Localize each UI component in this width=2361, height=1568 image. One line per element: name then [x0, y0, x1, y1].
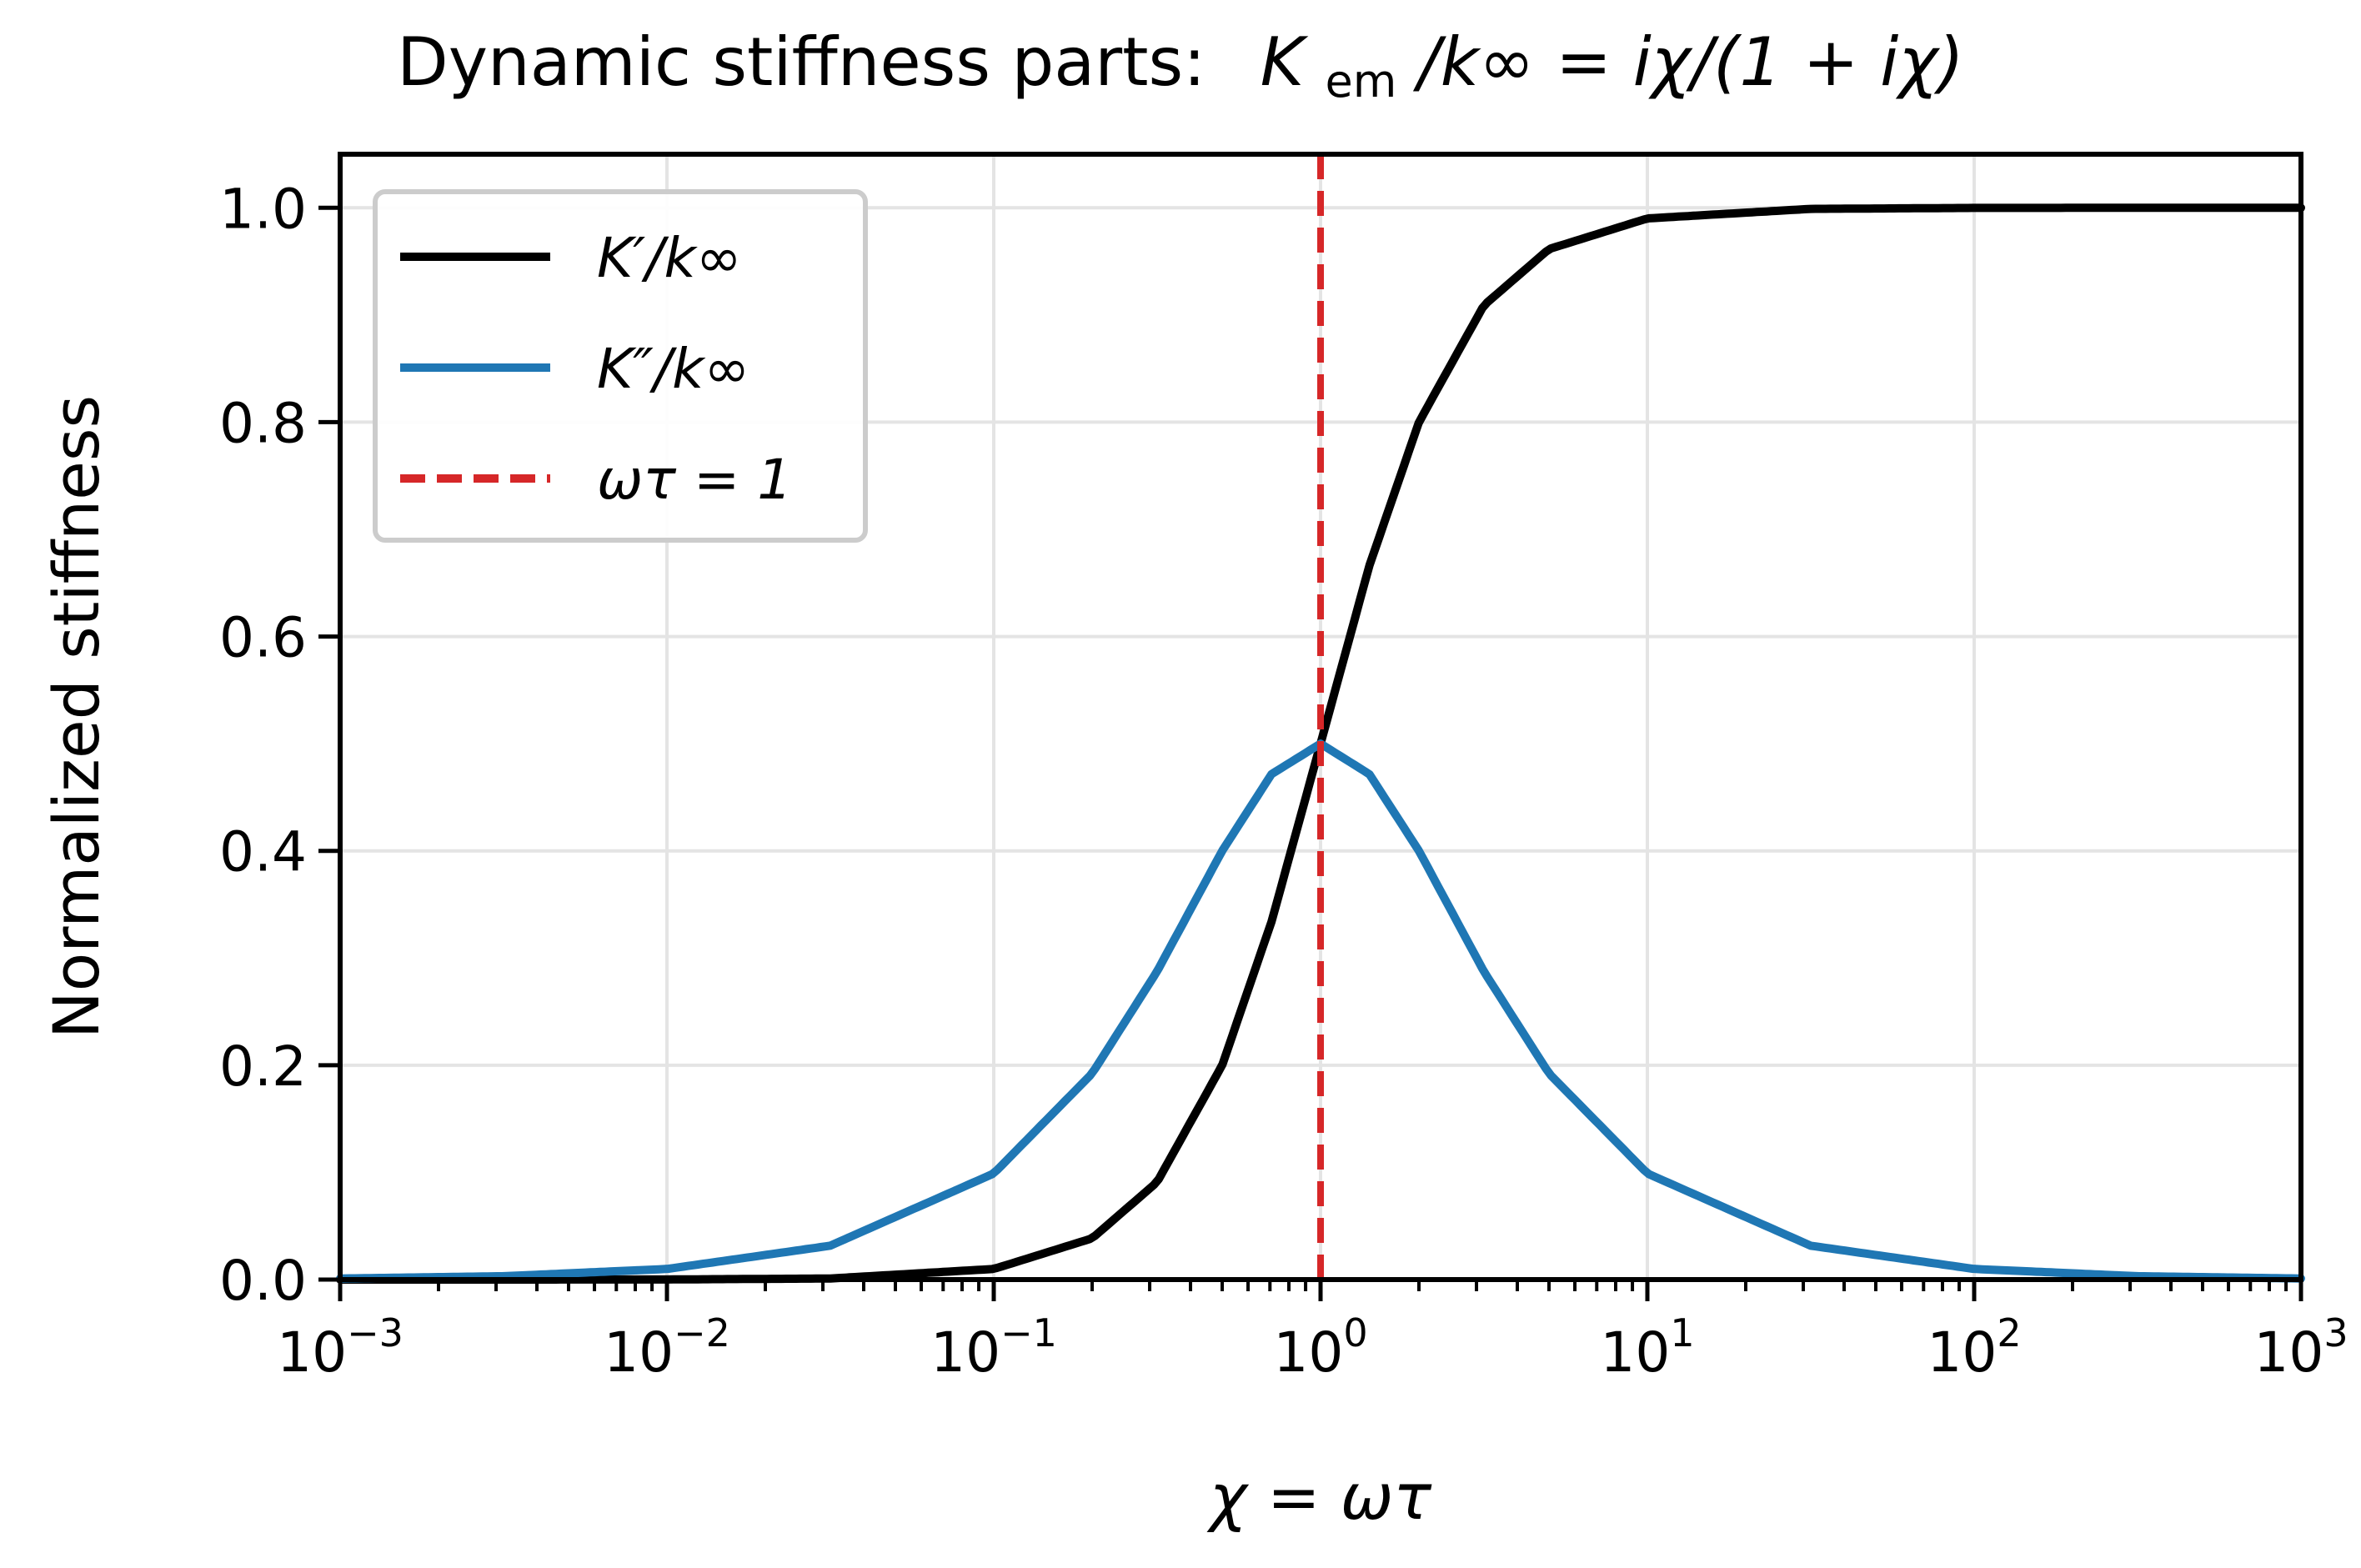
chart-title: Dynamic stiffness parts: K em /k∞ = iχ/(…: [397, 23, 1964, 113]
x-tick-label-3: 100: [1273, 1310, 1367, 1385]
y-tick-label-0: 0.0: [219, 1249, 307, 1313]
x-tick-label-6: 103: [2253, 1310, 2348, 1385]
y-axis-label: Normalized stiffness: [39, 395, 113, 1039]
x-tick-label-4: 101: [1600, 1310, 1694, 1385]
chart-title-formula-k: K: [1261, 23, 1309, 101]
y-tick-label-1: 0.2: [219, 1034, 307, 1099]
x-axis-ticks: 10−3 10−2 10−1 100 101 102 103: [277, 1280, 2348, 1385]
x-axis-label: χ = ωτ: [1206, 1460, 1433, 1534]
legend-label-1: K″/k∞: [597, 337, 749, 401]
x-tick-label-1: 10−2: [604, 1310, 730, 1385]
y-tick-label-5: 1.0: [219, 177, 307, 241]
x-tick-label-0: 10−3: [277, 1310, 404, 1385]
y-tick-label-2: 0.4: [219, 820, 307, 884]
y-tick-label-3: 0.6: [219, 606, 307, 670]
x-tick-label-2: 10−1: [930, 1310, 1057, 1385]
chart-title-formula-sub: em: [1326, 55, 1397, 108]
y-tick-label-4: 0.8: [219, 391, 307, 455]
legend: K′/k∞ K″/k∞ ωτ = 1: [373, 189, 868, 543]
legend-label-2: ωτ = 1: [597, 448, 792, 512]
legend-box: [373, 189, 868, 543]
chart-title-formula-rest: /k∞ = iχ/(1 + iχ): [1413, 23, 1964, 101]
chart-title-prefix: Dynamic stiffness parts:: [397, 23, 1206, 101]
x-tick-label-5: 102: [1927, 1310, 2021, 1385]
y-axis-ticks: 0.0 0.2 0.4 0.6 0.8 1.0: [219, 177, 340, 1313]
legend-label-0: K′/k∞: [597, 226, 742, 290]
